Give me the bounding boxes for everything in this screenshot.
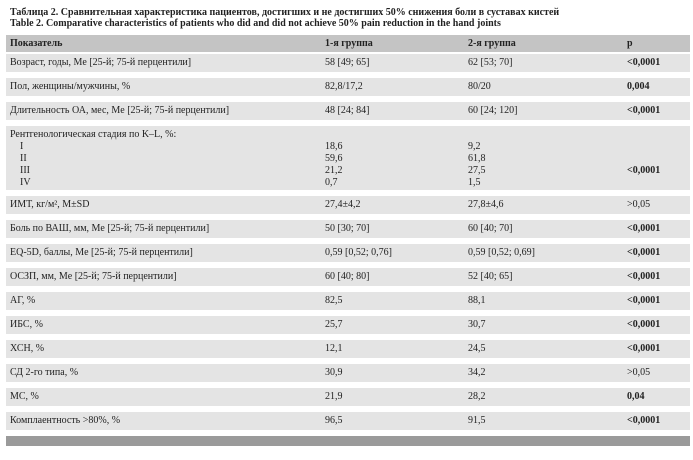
cell: 21,9	[325, 391, 343, 402]
cell: 60 [40; 70]	[468, 223, 513, 234]
cell: 62 [53; 70]	[468, 57, 513, 68]
cell: 60 [24; 120]	[468, 105, 518, 116]
cell: <0,0001	[627, 57, 661, 68]
row-band	[6, 78, 690, 96]
cell: Длительность ОА, мес, Me [25-й; 75-й пер…	[10, 105, 230, 116]
cell: 88,1	[468, 295, 486, 306]
row-band	[6, 196, 690, 214]
cell: Комплаентность >80%, %	[10, 415, 121, 426]
row-band	[6, 126, 690, 190]
row-band	[6, 412, 690, 430]
cell: 0,04	[627, 391, 645, 402]
row-band	[6, 102, 690, 120]
cell: 21,2	[325, 165, 343, 176]
cell: 1,5	[468, 177, 481, 188]
cell: >0,05	[627, 199, 651, 210]
cell: III	[20, 165, 30, 176]
column-header: Показатель	[10, 38, 63, 49]
cell: 12,1	[325, 343, 343, 354]
title-en: Table 2. Comparative characteristics of …	[10, 18, 501, 29]
cell: I	[20, 141, 24, 152]
cell: IV	[20, 177, 31, 188]
cell: Возраст, годы, Me [25-й; 75-й перцентили…	[10, 57, 192, 68]
row-band	[6, 292, 690, 310]
column-header: 2-я группа	[468, 38, 516, 49]
cell: >0,05	[627, 367, 651, 378]
cell: 59,6	[325, 153, 343, 164]
row-band	[6, 316, 690, 334]
cell: 25,7	[325, 319, 343, 330]
row-band	[6, 364, 690, 382]
cell: 61,8	[468, 153, 486, 164]
cell: 27,4±4,2	[325, 199, 361, 210]
bottom-bar	[6, 436, 690, 446]
cell: <0,0001	[627, 343, 661, 354]
cell: <0,0001	[627, 165, 661, 176]
cell: 0,59 [0,52; 0,69]	[468, 247, 535, 258]
row-band	[6, 340, 690, 358]
row-band	[6, 220, 690, 238]
cell: <0,0001	[627, 223, 661, 234]
cell: <0,0001	[627, 271, 661, 282]
cell: <0,0001	[627, 319, 661, 330]
cell: 96,5	[325, 415, 343, 426]
cell: 52 [40; 65]	[468, 271, 513, 282]
cell: 50 [30; 70]	[325, 223, 370, 234]
cell: 27,5	[468, 165, 486, 176]
cell: EQ-5D, баллы, Me [25-й; 75-й перцентили]	[10, 247, 193, 258]
cell: 30,7	[468, 319, 486, 330]
cell: 91,5	[468, 415, 486, 426]
cell: ИБС, %	[10, 319, 43, 330]
cell: ИМТ, кг/м², M±SD	[10, 199, 90, 210]
cell: Боль по ВАШ, мм, Me [25-й; 75-й перценти…	[10, 223, 210, 234]
cell: СД 2-го типа, %	[10, 367, 79, 378]
row-band	[6, 388, 690, 406]
column-header: p	[627, 38, 633, 49]
row-band	[6, 54, 690, 72]
cell: 28,2	[468, 391, 486, 402]
cell: 80/20	[468, 81, 491, 92]
cell: Рентгенологическая стадия по K–L, %:	[10, 129, 177, 140]
cell: <0,0001	[627, 295, 661, 306]
column-header: 1-я группа	[325, 38, 373, 49]
cell: <0,0001	[627, 415, 661, 426]
title-ru: Таблица 2. Сравнительная характеристика …	[10, 7, 560, 18]
cell: ОСЗП, мм, Me [25-й; 75-й перцентили]	[10, 271, 177, 282]
cell: 0,7	[325, 177, 338, 188]
cell: 48 [24; 84]	[325, 105, 370, 116]
cell: 30,9	[325, 367, 343, 378]
cell: 58 [49; 65]	[325, 57, 370, 68]
cell: II	[20, 153, 27, 164]
cell: ХСН, %	[10, 343, 45, 354]
row-band	[6, 244, 690, 262]
cell: 18,6	[325, 141, 343, 152]
cell: 0,59 [0,52; 0,76]	[325, 247, 392, 258]
cell: Пол, женщины/мужчины, %	[10, 81, 131, 92]
cell: 0,004	[627, 81, 650, 92]
cell: АГ, %	[10, 295, 36, 306]
cell: 60 [40; 80]	[325, 271, 370, 282]
cell: <0,0001	[627, 105, 661, 116]
cell: 82,8/17,2	[325, 81, 363, 92]
cell: 82,5	[325, 295, 343, 306]
cell: 24,5	[468, 343, 486, 354]
header-band	[6, 35, 690, 52]
cell: <0,0001	[627, 247, 661, 258]
cell: 34,2	[468, 367, 486, 378]
row-band	[6, 268, 690, 286]
cell: 27,8±4,6	[468, 199, 504, 210]
cell: 9,2	[468, 141, 481, 152]
cell: МС, %	[10, 391, 39, 402]
